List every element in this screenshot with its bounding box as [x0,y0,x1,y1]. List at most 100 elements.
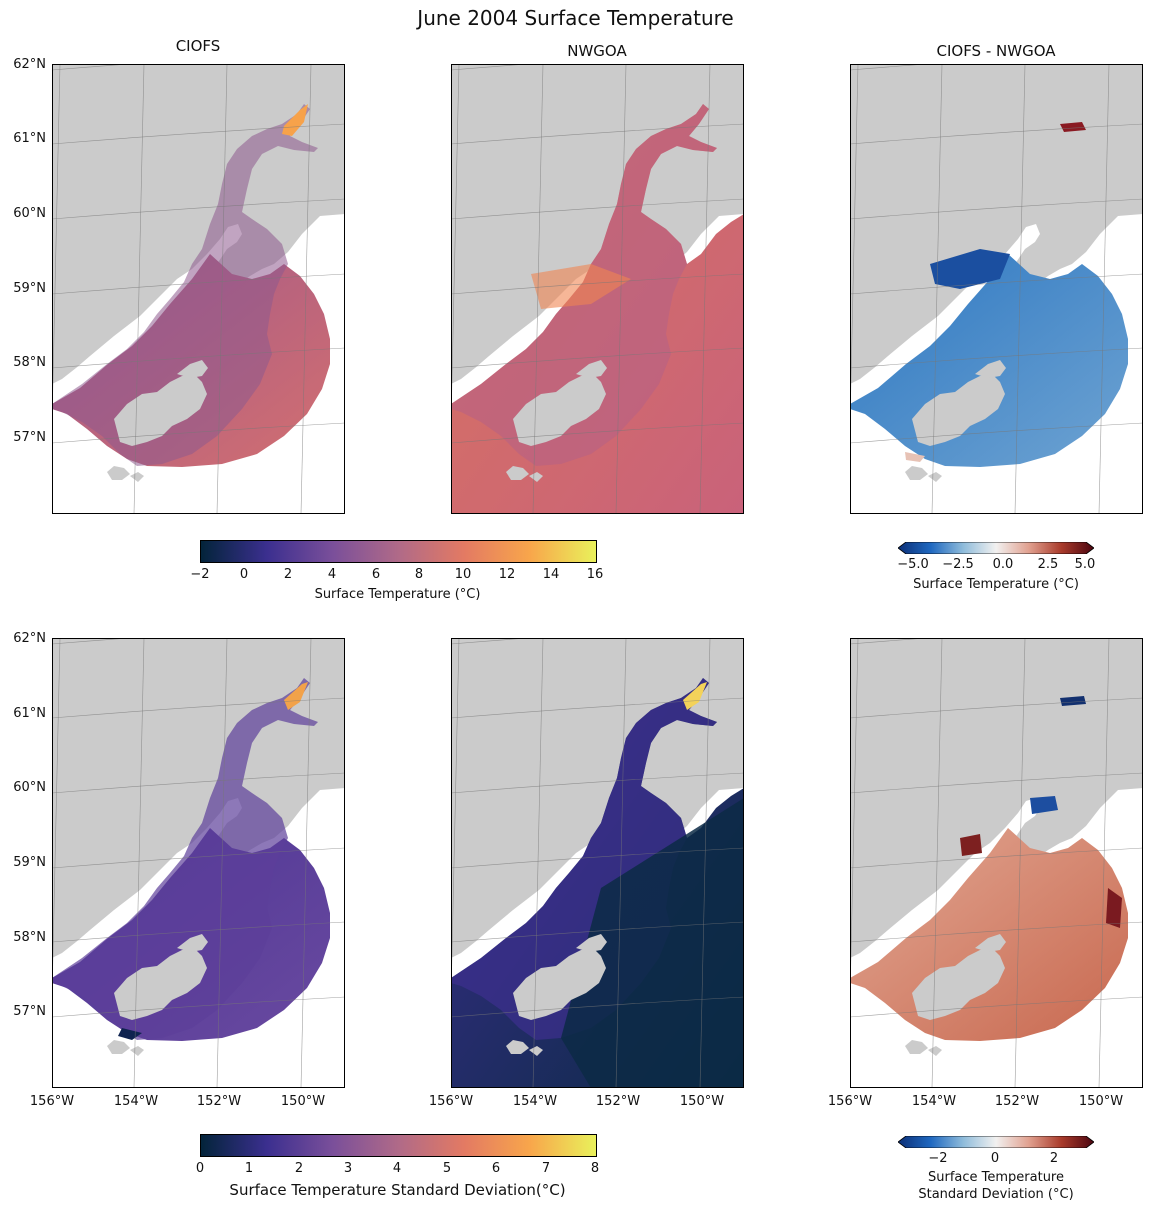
colorbar-std-diff-ticks: −2 0 2 [893,1151,1103,1167]
colorbar-temp-ticks: −2 0 2 4 6 8 10 12 14 16 [180,567,615,583]
island-land [114,948,207,1020]
island-land [975,360,1006,378]
cb-std-tick: 5 [442,1161,452,1176]
island-land [513,948,606,1020]
lat-label-61-bottom: 61°N [13,706,46,721]
lon-label-156-b: 156°W [428,1094,474,1109]
cb-temp-tick: 10 [454,567,472,582]
map-frame [850,638,1143,1088]
cb-stddiff-tick: 2 [1049,1151,1059,1166]
island-land [107,1040,130,1054]
map-frame [52,638,345,1088]
cb-std-tick: 8 [590,1161,600,1176]
cb-temp-tick: 4 [327,567,337,582]
island-land [975,934,1006,952]
island-land [529,1046,543,1056]
lat-label-61-top: 61°N [13,131,46,146]
map-diff-temp [850,64,1143,514]
map-frame [451,64,744,514]
island-land [177,934,208,952]
panel-title-ciofs: CIOFS [175,37,221,55]
cb-std-tick: 2 [294,1161,304,1176]
cb-std-tick: 3 [343,1161,353,1176]
island-land [576,360,607,378]
cb-temp-tick: 0 [239,567,249,582]
cb-diff-tick: 5.0 [1074,557,1096,572]
map-frame [850,64,1143,514]
lon-label-150-b: 150°W [679,1094,725,1109]
lat-label-57-bottom: 57°N [13,1004,46,1019]
colorbar-std-diff [897,1133,1095,1149]
colorbar-std [200,1134,597,1157]
graticule [52,638,345,1088]
cb-std-tick: 0 [195,1161,205,1176]
panel-title-diff: CIOFS - NWGOA [936,42,1056,60]
map-ciofs-std [52,638,345,1088]
colorbar-std-label: Surface Temperature Standard Deviation(°… [229,1181,566,1199]
graticule [451,638,744,1088]
lat-label-59-top: 59°N [13,281,46,296]
map-nwgoa-temp [451,64,744,514]
colorbar-temp [200,540,597,563]
island-land [928,472,942,482]
island-land [529,472,543,482]
lat-label-59-bottom: 59°N [13,855,46,870]
graticule [451,64,744,514]
cb-stddiff-tick: −2 [928,1151,948,1166]
map-ciofs-temp [52,64,345,514]
lon-label-152-c: 152°W [994,1094,1040,1109]
map-diff-std [850,638,1143,1088]
cb-stddiff-tick: 0 [990,1151,1000,1166]
map-frame [451,638,744,1088]
map-nwgoa-std [451,638,744,1088]
cb-temp-tick: 8 [414,567,424,582]
cb-std-tick: 6 [491,1161,501,1176]
figure-title: June 2004 Surface Temperature [417,6,734,30]
island-land [130,472,144,482]
island-land [905,1040,928,1054]
island-land [506,1040,529,1054]
lat-label-58-top: 58°N [13,355,46,370]
island-land [177,360,208,378]
cb-diff-tick: 0.0 [992,557,1014,572]
island-land [130,1046,144,1056]
lon-label-156-c: 156°W [827,1094,873,1109]
colorbar-std-diff-label-1: Surface Temperature [927,1170,1064,1185]
cb-diff-tick: −5.0 [897,557,929,572]
lon-label-152-a: 152°W [196,1094,242,1109]
colorbar-temp-diff-label: Surface Temperature (°C) [913,577,1079,592]
island-land [513,374,606,446]
island-land [576,934,607,952]
cb-diff-tick: −2.5 [942,557,974,572]
cb-std-tick: 4 [392,1161,402,1176]
colorbar-std-diff-label-2: Standard Deviation (°C) [918,1187,1074,1202]
cb-std-tick: 1 [244,1161,254,1176]
cb-diff-tick: 2.5 [1037,557,1059,572]
colorbar-temp-diff-ticks: −5.0 −2.5 0.0 2.5 5.0 [893,557,1103,573]
lon-label-154-a: 154°W [113,1094,159,1109]
cb-temp-tick: 6 [371,567,381,582]
lat-label-62-top: 62°N [13,57,46,72]
lon-label-154-c: 154°W [911,1094,957,1109]
graticule [850,638,1143,1088]
island-land [107,466,130,480]
colorbar-temp-diff [897,539,1095,555]
cb-temp-tick: 12 [498,567,516,582]
island-land [506,466,529,480]
lat-label-57-top: 57°N [13,430,46,445]
map-frame [52,64,345,514]
lon-label-154-b: 154°W [512,1094,558,1109]
cb-temp-tick: −2 [190,567,210,582]
cb-temp-tick: 2 [283,567,293,582]
cb-temp-tick: 16 [586,567,604,582]
lon-label-152-b: 152°W [595,1094,641,1109]
lon-label-156-a: 156°W [29,1094,75,1109]
lat-label-58-bottom: 58°N [13,930,46,945]
island-land [912,948,1005,1020]
cb-std-tick: 7 [541,1161,551,1176]
island-land [928,1046,942,1056]
land-mask [850,64,1143,384]
island-land [912,374,1005,446]
island-land [114,374,207,446]
lon-label-150-a: 150°W [280,1094,326,1109]
